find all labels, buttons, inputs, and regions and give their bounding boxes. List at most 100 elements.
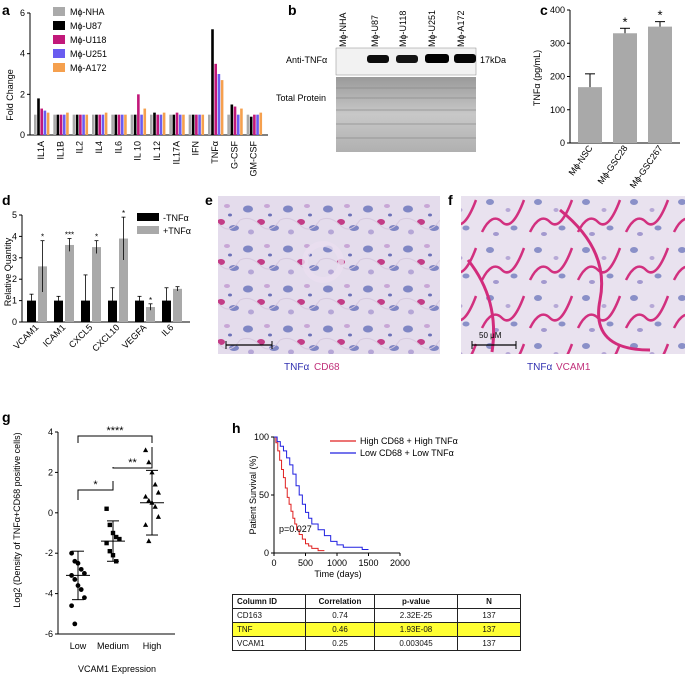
bar — [201, 114, 205, 135]
bar — [54, 300, 63, 322]
data-point — [69, 603, 74, 609]
x-tick-label: CXCL10 — [90, 322, 121, 353]
legend-swatch-minus-tnf — [137, 213, 159, 221]
significance-star: * — [622, 14, 627, 29]
bar — [230, 104, 234, 135]
data-point — [82, 595, 87, 601]
legend-label-low: Low CD68 + Low TNFα — [360, 448, 454, 458]
bar — [256, 114, 259, 135]
bar — [211, 29, 214, 136]
data-point — [146, 459, 152, 465]
bar — [236, 114, 240, 135]
bar — [253, 114, 256, 135]
bar — [104, 112, 108, 135]
data-point — [155, 489, 161, 495]
bar — [153, 112, 156, 135]
x-tick-label: Mϕ-GSC28 — [596, 143, 630, 186]
table-cell: 137 — [457, 636, 521, 651]
table-cell: 137 — [457, 608, 521, 623]
y-tick-label: 2 — [12, 274, 17, 284]
panel-a-legend: Mϕ-NHA Mϕ-U87 Mϕ-U118 Mϕ-U251 Mϕ-A172 — [53, 7, 107, 73]
bar — [53, 114, 56, 135]
blot-band-u251 — [425, 54, 449, 63]
bar — [191, 114, 195, 135]
x-tick-label: IL 10 — [133, 141, 143, 161]
blot-band-u118 — [396, 55, 418, 63]
blot-lane-u87: Mϕ-U87 — [370, 15, 380, 47]
bar — [150, 114, 153, 135]
correlation-table: Column ID Correlation p-value N CD163 0.… — [232, 594, 521, 651]
panel-label-f: f — [448, 192, 453, 208]
x-tick-label: 0 — [271, 558, 276, 568]
bar — [233, 106, 237, 135]
table-header-row: Column ID Correlation p-value N — [232, 594, 521, 609]
table-header-cell: Correlation — [305, 594, 375, 609]
x-tick-label: VEGFA — [120, 322, 148, 350]
x-tick-label: Medium — [97, 641, 129, 651]
y-tick-label: 0 — [12, 317, 17, 327]
data-point — [117, 536, 122, 542]
x-tick-label: IFN — [191, 141, 201, 156]
blot-lane-u118: Mϕ-U118 — [398, 11, 408, 47]
bar — [120, 114, 124, 135]
legend-label-high: High CD68 + High TNFα — [360, 436, 458, 446]
table-row: VCAM1 0.25 0.003045 137 — [232, 636, 521, 651]
x-tick-label: G-CSF — [229, 141, 239, 170]
panel-label-e: e — [205, 192, 213, 208]
panel-d-legend: -TNFα +TNFα — [137, 213, 191, 236]
bar — [92, 247, 101, 322]
bar — [101, 114, 105, 135]
table-header-cell: N — [457, 594, 521, 609]
data-point — [152, 503, 158, 509]
legend-label-u87: Mϕ-U87 — [70, 21, 102, 31]
y-tick-label: 2 — [20, 89, 25, 99]
y-tick-label: 2 — [48, 467, 53, 477]
x-tick-label: Mϕ-NSC — [567, 143, 595, 177]
data-point — [72, 577, 78, 582]
x-tick-label: IL6 — [159, 322, 175, 338]
y-tick-label: 0 — [264, 548, 269, 558]
x-tick-label: Low — [70, 641, 87, 651]
bar — [578, 87, 602, 143]
panel-label-h: h — [232, 420, 241, 436]
bar — [220, 80, 224, 135]
blot-lane-u251: Mϕ-U251 — [427, 10, 437, 47]
caption-f-tnf: TNFα — [527, 362, 552, 373]
data-point — [143, 493, 149, 499]
legend-swatch-u118 — [53, 35, 65, 44]
data-point — [107, 548, 112, 554]
table-cell: 0.003045 — [374, 636, 458, 651]
bar — [173, 288, 182, 322]
y-tick-label: 0 — [48, 508, 53, 518]
panel-b-western-blot: Mϕ-NHA Mϕ-U87 Mϕ-U118 Mϕ-U251 Mϕ-A172 An… — [276, 10, 506, 152]
data-point — [104, 506, 109, 511]
panel-label-b: b — [288, 2, 297, 18]
data-point — [114, 534, 119, 540]
bar — [114, 114, 118, 135]
data-point — [78, 587, 84, 592]
x-tick-label: 1500 — [358, 558, 378, 568]
survival-curve — [274, 436, 369, 551]
bar — [92, 114, 95, 135]
legend-label-nha: Mϕ-NHA — [70, 7, 105, 17]
panel-g-ylabel: Log2 (Density of TNFα+CD68 positive cell… — [12, 432, 22, 607]
bar — [119, 238, 128, 322]
panel-a-ylabel: Fold Change — [5, 69, 15, 121]
bar — [27, 300, 36, 322]
y-tick-label: 5 — [12, 210, 17, 220]
y-tick-label: 4 — [20, 49, 25, 59]
bar — [240, 108, 243, 135]
data-point — [155, 514, 161, 519]
table-header-cell: Column ID — [232, 594, 306, 609]
data-point — [107, 522, 112, 528]
bar — [249, 116, 253, 135]
bar — [85, 114, 89, 135]
blot-upper-membrane — [335, 47, 477, 76]
table-cell: 137 — [457, 622, 521, 637]
bar — [159, 114, 163, 135]
table-cell: VCAM1 — [232, 636, 306, 651]
data-point — [146, 497, 152, 503]
y-tick-label: 100 — [550, 105, 565, 115]
panel-label-a: a — [2, 2, 10, 18]
